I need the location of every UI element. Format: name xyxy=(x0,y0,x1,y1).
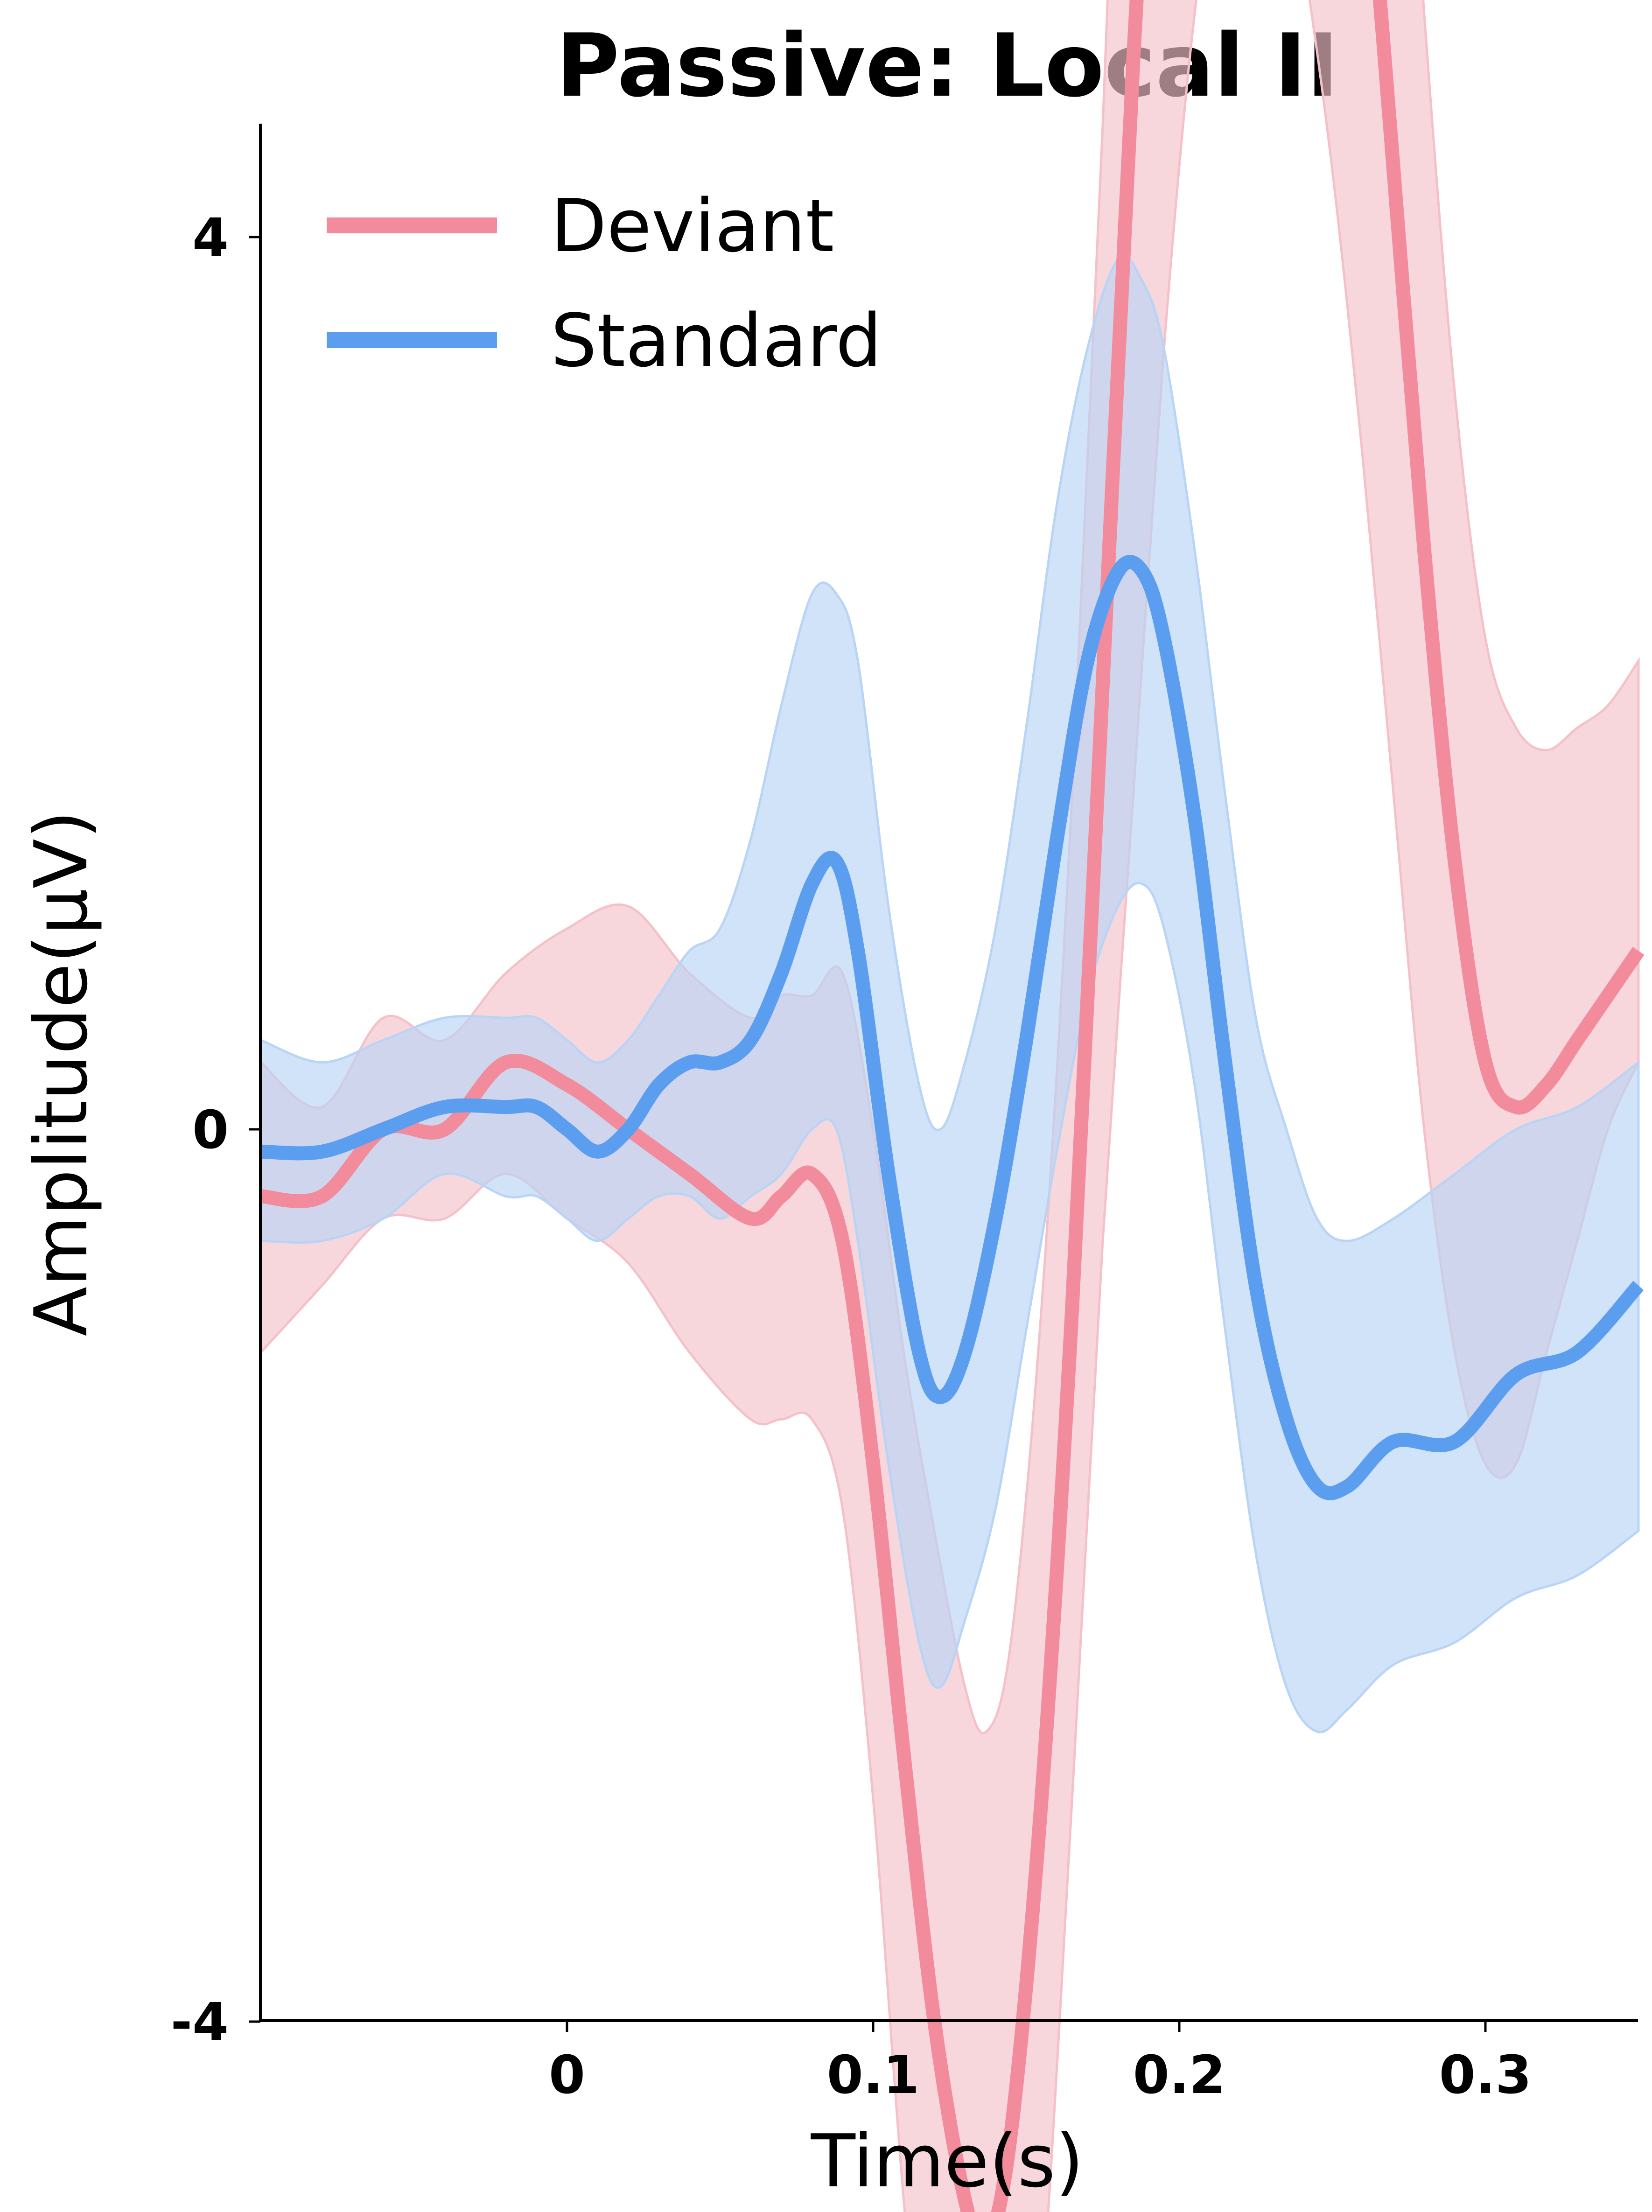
y-axis-label: Amplitude(μV) xyxy=(19,810,104,1336)
legend: Deviant Standard xyxy=(327,183,882,383)
x-tick-label: 0.1 xyxy=(827,2045,919,2106)
band-standard xyxy=(259,255,1640,1734)
legend-label-deviant: Deviant xyxy=(551,183,834,268)
x-axis-label: Time(s) xyxy=(811,2119,1084,2204)
y-ticks: 1612840-4-8-12-16 xyxy=(171,208,260,2053)
x-ticks: 0 0.1 0.2 0.3 xyxy=(549,2021,1532,2106)
y-tick-label: 0 xyxy=(192,1100,229,1161)
legend-label-standard: Standard xyxy=(551,298,882,383)
x-tick-label: 0 xyxy=(549,2045,585,2106)
series-line-standard xyxy=(260,555,1644,1500)
chart-title: Passive: Local II xyxy=(556,15,1339,116)
x-tick-label: 0.3 xyxy=(1439,2045,1532,2106)
y-tick-label: 4 xyxy=(192,208,229,268)
x-tick-label: 0.2 xyxy=(1133,2045,1225,2106)
series-line-deviant xyxy=(260,0,1645,2212)
series-lines xyxy=(260,0,1645,2212)
y-tick-label: -4 xyxy=(171,1992,229,2053)
